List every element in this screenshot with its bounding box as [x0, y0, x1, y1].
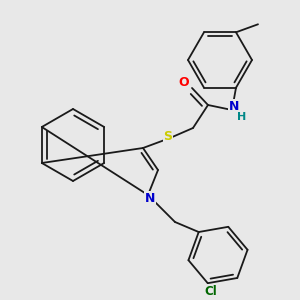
Text: N: N	[145, 191, 155, 205]
Text: Cl: Cl	[204, 285, 217, 298]
Text: H: H	[237, 112, 247, 122]
Text: S: S	[164, 130, 172, 142]
Text: O: O	[179, 76, 189, 88]
Text: N: N	[229, 100, 239, 112]
